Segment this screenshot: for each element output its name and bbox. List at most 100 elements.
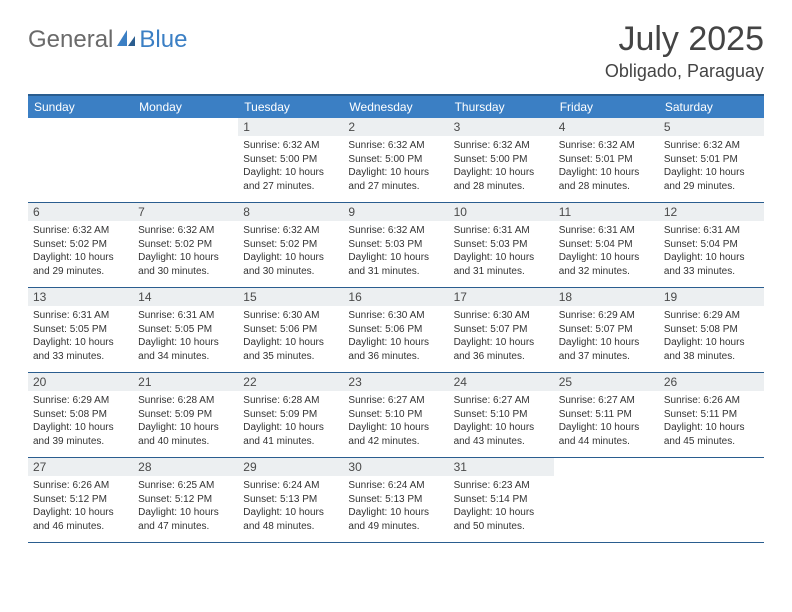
day-details: Sunrise: 6:32 AMSunset: 5:00 PMDaylight:… <box>343 136 448 199</box>
calendar-day-cell: 13Sunrise: 6:31 AMSunset: 5:05 PMDayligh… <box>28 288 133 372</box>
day-number: 3 <box>449 118 554 136</box>
brand-text-1: General <box>28 26 113 54</box>
calendar-day-cell <box>133 118 238 202</box>
day-details: Sunrise: 6:32 AMSunset: 5:00 PMDaylight:… <box>449 136 554 199</box>
day-number: 13 <box>28 288 133 306</box>
day-number <box>133 118 238 136</box>
calendar-day-cell: 21Sunrise: 6:28 AMSunset: 5:09 PMDayligh… <box>133 373 238 457</box>
day-number: 28 <box>133 458 238 476</box>
calendar-day-cell: 4Sunrise: 6:32 AMSunset: 5:01 PMDaylight… <box>554 118 659 202</box>
calendar-day-cell: 9Sunrise: 6:32 AMSunset: 5:03 PMDaylight… <box>343 203 448 287</box>
day-details: Sunrise: 6:27 AMSunset: 5:10 PMDaylight:… <box>343 391 448 454</box>
calendar-day-cell: 15Sunrise: 6:30 AMSunset: 5:06 PMDayligh… <box>238 288 343 372</box>
day-details: Sunrise: 6:23 AMSunset: 5:14 PMDaylight:… <box>449 476 554 539</box>
day-details: Sunrise: 6:30 AMSunset: 5:06 PMDaylight:… <box>238 306 343 369</box>
calendar-day-cell: 12Sunrise: 6:31 AMSunset: 5:04 PMDayligh… <box>659 203 764 287</box>
day-details: Sunrise: 6:32 AMSunset: 5:00 PMDaylight:… <box>238 136 343 199</box>
brand-logo: General Blue <box>28 26 187 54</box>
day-details: Sunrise: 6:29 AMSunset: 5:07 PMDaylight:… <box>554 306 659 369</box>
calendar-day-cell: 25Sunrise: 6:27 AMSunset: 5:11 PMDayligh… <box>554 373 659 457</box>
day-details: Sunrise: 6:32 AMSunset: 5:02 PMDaylight:… <box>133 221 238 284</box>
day-number: 18 <box>554 288 659 306</box>
calendar-day-cell: 10Sunrise: 6:31 AMSunset: 5:03 PMDayligh… <box>449 203 554 287</box>
calendar: SundayMondayTuesdayWednesdayThursdayFrid… <box>28 94 764 543</box>
day-number: 1 <box>238 118 343 136</box>
weekday-header: Friday <box>554 96 659 118</box>
day-details: Sunrise: 6:29 AMSunset: 5:08 PMDaylight:… <box>659 306 764 369</box>
calendar-day-cell: 23Sunrise: 6:27 AMSunset: 5:10 PMDayligh… <box>343 373 448 457</box>
day-details: Sunrise: 6:31 AMSunset: 5:03 PMDaylight:… <box>449 221 554 284</box>
weekday-header: Tuesday <box>238 96 343 118</box>
day-number: 10 <box>449 203 554 221</box>
header: General Blue July 2025 Obligado, Paragua… <box>28 20 764 82</box>
title-block: July 2025 Obligado, Paraguay <box>605 20 764 82</box>
weekday-header: Wednesday <box>343 96 448 118</box>
day-details: Sunrise: 6:30 AMSunset: 5:06 PMDaylight:… <box>343 306 448 369</box>
day-number: 20 <box>28 373 133 391</box>
calendar-day-cell: 6Sunrise: 6:32 AMSunset: 5:02 PMDaylight… <box>28 203 133 287</box>
day-number: 6 <box>28 203 133 221</box>
calendar-day-cell: 7Sunrise: 6:32 AMSunset: 5:02 PMDaylight… <box>133 203 238 287</box>
calendar-body: 1Sunrise: 6:32 AMSunset: 5:00 PMDaylight… <box>28 118 764 543</box>
day-number <box>659 458 764 476</box>
calendar-day-cell: 8Sunrise: 6:32 AMSunset: 5:02 PMDaylight… <box>238 203 343 287</box>
weekday-header: Monday <box>133 96 238 118</box>
calendar-day-cell: 29Sunrise: 6:24 AMSunset: 5:13 PMDayligh… <box>238 458 343 542</box>
day-details: Sunrise: 6:24 AMSunset: 5:13 PMDaylight:… <box>238 476 343 539</box>
day-number: 4 <box>554 118 659 136</box>
calendar-day-cell: 2Sunrise: 6:32 AMSunset: 5:00 PMDaylight… <box>343 118 448 202</box>
day-details: Sunrise: 6:26 AMSunset: 5:11 PMDaylight:… <box>659 391 764 454</box>
day-number: 19 <box>659 288 764 306</box>
calendar-day-cell: 30Sunrise: 6:24 AMSunset: 5:13 PMDayligh… <box>343 458 448 542</box>
day-details: Sunrise: 6:28 AMSunset: 5:09 PMDaylight:… <box>133 391 238 454</box>
day-details: Sunrise: 6:31 AMSunset: 5:05 PMDaylight:… <box>133 306 238 369</box>
calendar-day-cell: 27Sunrise: 6:26 AMSunset: 5:12 PMDayligh… <box>28 458 133 542</box>
day-details: Sunrise: 6:27 AMSunset: 5:11 PMDaylight:… <box>554 391 659 454</box>
day-number: 30 <box>343 458 448 476</box>
calendar-day-cell: 31Sunrise: 6:23 AMSunset: 5:14 PMDayligh… <box>449 458 554 542</box>
weekday-header: Thursday <box>449 96 554 118</box>
day-details: Sunrise: 6:30 AMSunset: 5:07 PMDaylight:… <box>449 306 554 369</box>
day-number: 31 <box>449 458 554 476</box>
day-details: Sunrise: 6:32 AMSunset: 5:02 PMDaylight:… <box>28 221 133 284</box>
day-number: 12 <box>659 203 764 221</box>
day-details: Sunrise: 6:31 AMSunset: 5:04 PMDaylight:… <box>554 221 659 284</box>
calendar-day-cell: 20Sunrise: 6:29 AMSunset: 5:08 PMDayligh… <box>28 373 133 457</box>
weekday-header-row: SundayMondayTuesdayWednesdayThursdayFrid… <box>28 96 764 118</box>
calendar-day-cell <box>659 458 764 542</box>
day-number: 7 <box>133 203 238 221</box>
day-details: Sunrise: 6:28 AMSunset: 5:09 PMDaylight:… <box>238 391 343 454</box>
day-number: 8 <box>238 203 343 221</box>
calendar-week-row: 27Sunrise: 6:26 AMSunset: 5:12 PMDayligh… <box>28 458 764 543</box>
day-details: Sunrise: 6:31 AMSunset: 5:05 PMDaylight:… <box>28 306 133 369</box>
day-details: Sunrise: 6:32 AMSunset: 5:01 PMDaylight:… <box>659 136 764 199</box>
day-number: 14 <box>133 288 238 306</box>
day-number: 27 <box>28 458 133 476</box>
day-number: 16 <box>343 288 448 306</box>
day-number: 25 <box>554 373 659 391</box>
calendar-day-cell: 26Sunrise: 6:26 AMSunset: 5:11 PMDayligh… <box>659 373 764 457</box>
weekday-header: Saturday <box>659 96 764 118</box>
day-number: 29 <box>238 458 343 476</box>
brand-text-2: Blue <box>139 26 187 54</box>
calendar-day-cell: 28Sunrise: 6:25 AMSunset: 5:12 PMDayligh… <box>133 458 238 542</box>
day-number: 26 <box>659 373 764 391</box>
calendar-day-cell <box>554 458 659 542</box>
day-number <box>28 118 133 136</box>
day-number <box>554 458 659 476</box>
day-details: Sunrise: 6:32 AMSunset: 5:03 PMDaylight:… <box>343 221 448 284</box>
day-number: 24 <box>449 373 554 391</box>
day-details: Sunrise: 6:32 AMSunset: 5:02 PMDaylight:… <box>238 221 343 284</box>
day-details: Sunrise: 6:25 AMSunset: 5:12 PMDaylight:… <box>133 476 238 539</box>
calendar-week-row: 20Sunrise: 6:29 AMSunset: 5:08 PMDayligh… <box>28 373 764 458</box>
day-details: Sunrise: 6:29 AMSunset: 5:08 PMDaylight:… <box>28 391 133 454</box>
calendar-day-cell: 3Sunrise: 6:32 AMSunset: 5:00 PMDaylight… <box>449 118 554 202</box>
calendar-day-cell: 1Sunrise: 6:32 AMSunset: 5:00 PMDaylight… <box>238 118 343 202</box>
calendar-day-cell: 14Sunrise: 6:31 AMSunset: 5:05 PMDayligh… <box>133 288 238 372</box>
day-details: Sunrise: 6:27 AMSunset: 5:10 PMDaylight:… <box>449 391 554 454</box>
day-details: Sunrise: 6:32 AMSunset: 5:01 PMDaylight:… <box>554 136 659 199</box>
day-details: Sunrise: 6:24 AMSunset: 5:13 PMDaylight:… <box>343 476 448 539</box>
calendar-week-row: 1Sunrise: 6:32 AMSunset: 5:00 PMDaylight… <box>28 118 764 203</box>
day-number: 11 <box>554 203 659 221</box>
calendar-day-cell: 11Sunrise: 6:31 AMSunset: 5:04 PMDayligh… <box>554 203 659 287</box>
